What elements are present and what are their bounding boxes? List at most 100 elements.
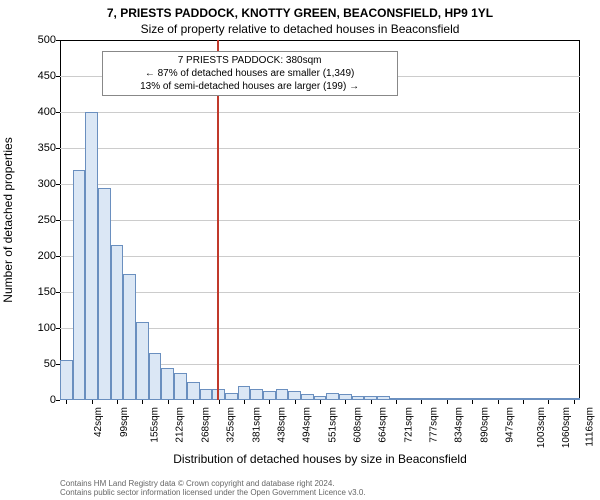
x-tick-label: 890sqm xyxy=(479,407,490,443)
histogram-bar xyxy=(161,368,174,400)
y-tick-label: 100 xyxy=(16,322,56,334)
x-tick-mark xyxy=(371,400,372,404)
x-tick-mark xyxy=(269,400,270,404)
x-tick-label: 1116sqm xyxy=(585,407,596,447)
histogram-bar xyxy=(440,398,453,400)
gridline xyxy=(60,184,580,185)
y-axis-label: Number of detached properties xyxy=(1,137,15,302)
x-tick-mark xyxy=(142,400,143,404)
histogram-bar xyxy=(517,398,530,400)
histogram-bar xyxy=(136,322,149,400)
histogram-bar xyxy=(453,398,466,400)
y-tick-label: 350 xyxy=(16,142,56,154)
gridline xyxy=(60,148,580,149)
histogram-bar xyxy=(466,398,479,400)
x-tick-mark xyxy=(523,400,524,404)
x-tick-mark xyxy=(345,400,346,404)
x-tick-label: 947sqm xyxy=(505,407,516,443)
gridline xyxy=(60,220,580,221)
histogram-bar xyxy=(225,393,238,400)
annotation-line3: 13% of semi-detached houses are larger (… xyxy=(107,80,393,93)
histogram-bar xyxy=(377,396,390,400)
histogram-bar xyxy=(301,394,314,400)
x-tick-mark xyxy=(548,400,549,404)
histogram-bar xyxy=(276,389,289,400)
histogram-bar xyxy=(479,398,492,400)
y-tick-label: 0 xyxy=(16,394,56,406)
y-tick-label: 50 xyxy=(16,358,56,370)
x-tick-mark xyxy=(92,400,93,404)
annotation-line1: 7 PRIESTS PADDOCK: 380sqm xyxy=(107,54,393,67)
x-tick-label: 212sqm xyxy=(175,407,186,443)
y-tick-label: 150 xyxy=(16,286,56,298)
histogram-bar xyxy=(238,386,251,400)
histogram-bar xyxy=(542,398,555,400)
chart-container: 7, PRIESTS PADDOCK, KNOTTY GREEN, BEACON… xyxy=(0,0,600,500)
x-tick-label: 664sqm xyxy=(378,407,389,443)
x-tick-mark xyxy=(117,400,118,404)
x-tick-label: 1003sqm xyxy=(536,407,547,448)
x-tick-label: 42sqm xyxy=(93,407,104,437)
x-tick-label: 494sqm xyxy=(302,407,313,443)
footer-attribution: Contains HM Land Registry data © Crown c… xyxy=(60,479,580,498)
x-tick-mark xyxy=(574,400,575,404)
x-tick-label: 438sqm xyxy=(276,407,287,443)
x-tick-mark xyxy=(66,400,67,404)
y-tick-label: 300 xyxy=(16,178,56,190)
histogram-bar xyxy=(314,396,327,400)
x-tick-mark xyxy=(447,400,448,404)
chart-title-sub: Size of property relative to detached ho… xyxy=(0,22,600,36)
y-tick-label: 250 xyxy=(16,214,56,226)
x-tick-label: 721sqm xyxy=(403,407,414,443)
histogram-bar xyxy=(111,245,124,400)
histogram-bar xyxy=(263,391,276,400)
histogram-bar xyxy=(428,398,441,400)
histogram-bar xyxy=(123,274,136,400)
gridline xyxy=(60,112,580,113)
histogram-bar xyxy=(415,398,428,400)
histogram-bar xyxy=(555,398,568,400)
x-tick-label: 551sqm xyxy=(327,407,338,443)
x-tick-label: 777sqm xyxy=(429,407,440,443)
x-tick-label: 325sqm xyxy=(226,407,237,443)
x-tick-label: 608sqm xyxy=(353,407,364,443)
x-tick-mark xyxy=(472,400,473,404)
y-tick-label: 450 xyxy=(16,70,56,82)
chart-title-main: 7, PRIESTS PADDOCK, KNOTTY GREEN, BEACON… xyxy=(0,6,600,20)
y-tick-mark xyxy=(56,400,60,401)
footer-line1: Contains HM Land Registry data © Crown c… xyxy=(60,479,580,489)
x-tick-mark xyxy=(244,400,245,404)
histogram-bar xyxy=(200,389,213,400)
x-tick-mark xyxy=(193,400,194,404)
histogram-bar xyxy=(352,396,365,400)
footer-line2: Contains public sector information licen… xyxy=(60,488,580,498)
x-tick-mark xyxy=(219,400,220,404)
plot-area: 7 PRIESTS PADDOCK: 380sqm ← 87% of detac… xyxy=(60,40,580,400)
histogram-bar xyxy=(288,391,301,400)
x-tick-mark xyxy=(295,400,296,404)
x-tick-mark xyxy=(421,400,422,404)
histogram-bar xyxy=(491,398,504,400)
histogram-bar xyxy=(504,398,517,400)
histogram-bar xyxy=(149,353,162,400)
x-tick-mark xyxy=(396,400,397,404)
y-tick-label: 400 xyxy=(16,106,56,118)
histogram-bar xyxy=(567,398,580,400)
histogram-bar xyxy=(402,398,415,400)
x-axis-label: Distribution of detached houses by size … xyxy=(60,452,580,466)
histogram-bar xyxy=(174,373,187,400)
histogram-bar xyxy=(73,170,86,400)
histogram-bar xyxy=(187,382,200,400)
histogram-bar xyxy=(364,396,377,400)
x-tick-label: 381sqm xyxy=(251,407,262,443)
x-tick-label: 99sqm xyxy=(119,407,130,437)
x-tick-mark xyxy=(498,400,499,404)
annotation-box: 7 PRIESTS PADDOCK: 380sqm ← 87% of detac… xyxy=(102,51,398,96)
y-tick-label: 200 xyxy=(16,250,56,262)
histogram-bar xyxy=(529,398,542,400)
x-tick-mark xyxy=(168,400,169,404)
x-tick-label: 1060sqm xyxy=(561,407,572,448)
x-tick-mark xyxy=(320,400,321,404)
histogram-bar xyxy=(390,398,403,400)
x-tick-label: 268sqm xyxy=(200,407,211,443)
